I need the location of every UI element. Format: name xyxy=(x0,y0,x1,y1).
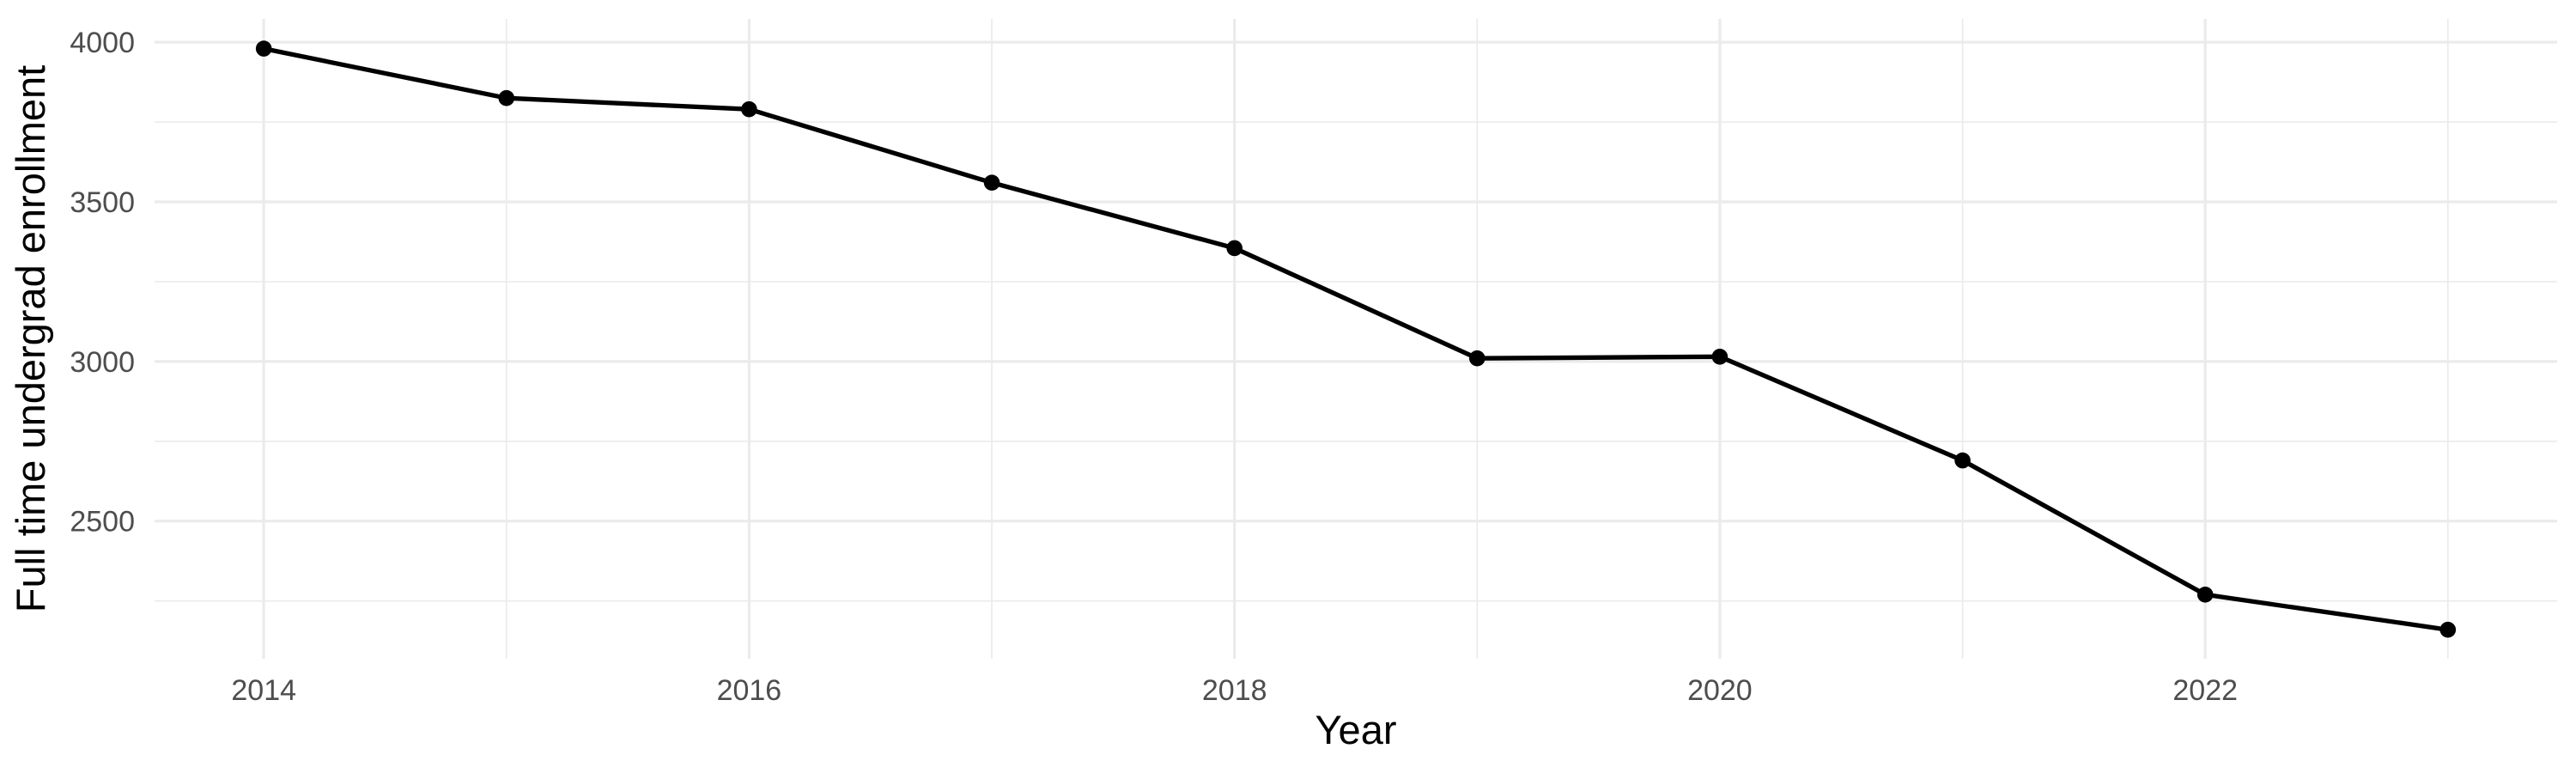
data-point-2017 xyxy=(983,174,1000,191)
x-tick-label-2022: 2022 xyxy=(2172,674,2238,707)
y-tick-label-4000: 4000 xyxy=(70,27,135,59)
data-point-2018 xyxy=(1226,240,1242,257)
y-tick-label-3000: 3000 xyxy=(70,346,135,379)
data-point-2020 xyxy=(1711,349,1728,365)
data-point-2015 xyxy=(498,89,515,107)
y-tick-label-3500: 3500 xyxy=(70,186,135,219)
data-point-2022 xyxy=(2196,587,2214,603)
data-points xyxy=(255,40,2457,638)
x-axis-tick-labels: 2014 2016 2018 2020 2022 xyxy=(231,674,2238,707)
data-point-2014 xyxy=(255,40,272,57)
y-tick-label-2500: 2500 xyxy=(70,506,135,539)
y-axis-tick-labels: 4000 3500 3000 2500 xyxy=(70,27,135,539)
minor-gridlines xyxy=(155,19,2557,659)
data-line xyxy=(263,46,2449,632)
data-point-2016 xyxy=(741,100,757,118)
x-tick-label-2016: 2016 xyxy=(717,674,782,707)
x-tick-label-2018: 2018 xyxy=(1202,674,1267,707)
y-axis-title: Full time undergrad enrollment xyxy=(8,65,53,612)
data-point-2019 xyxy=(1469,350,1485,367)
major-gridlines xyxy=(155,19,2557,659)
x-tick-label-2014: 2014 xyxy=(231,674,296,707)
x-tick-label-2020: 2020 xyxy=(1687,674,1753,707)
data-point-2021 xyxy=(1954,452,1971,469)
x-axis-title: Year xyxy=(1315,707,1397,752)
data-point-2023 xyxy=(2439,621,2457,638)
